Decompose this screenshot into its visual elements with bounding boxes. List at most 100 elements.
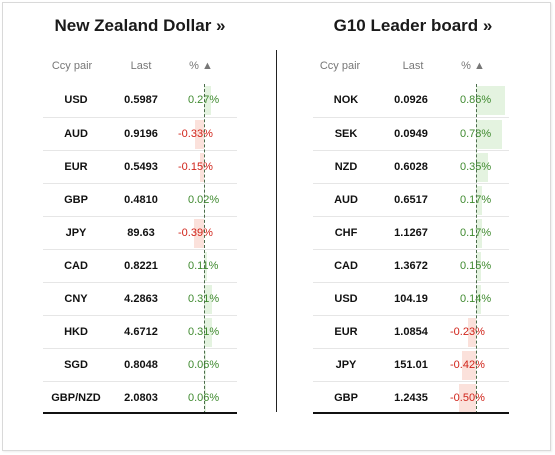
change-bar <box>204 252 207 281</box>
ccy-pair-cell[interactable]: SEK <box>334 128 358 140</box>
table-row[interactable]: SEK 0.0949 0.78% <box>313 117 509 150</box>
last-price-cell: 0.8221 <box>124 260 158 272</box>
last-price-cell: 2.0803 <box>124 392 158 404</box>
ccy-pair-cell[interactable]: EUR <box>334 326 358 338</box>
change-bar <box>204 318 213 347</box>
pct-change-cell: 0.02% <box>188 194 220 206</box>
pct-change-cell: 0.17% <box>460 227 492 239</box>
pct-change-cell: 0.86% <box>460 94 492 106</box>
ccy-pair-cell[interactable]: JPY <box>335 359 357 371</box>
table-row[interactable]: USD 104.19 0.14% <box>313 282 509 315</box>
ccy-pair-cell[interactable]: CAD <box>334 260 358 272</box>
last-price-cell: 104.19 <box>394 293 428 305</box>
change-bar <box>476 285 481 314</box>
table-row[interactable]: CHF 1.1267 0.17% <box>313 216 509 249</box>
ccy-pair-cell[interactable]: HKD <box>64 326 88 338</box>
change-bar <box>476 252 481 281</box>
change-bar <box>195 120 204 149</box>
pct-change-cell: 0.06% <box>188 359 220 371</box>
pct-change-cell: 0.78% <box>460 128 492 140</box>
pct-change-cell: 0.11% <box>188 260 219 272</box>
table-row[interactable]: USD 0.5987 0.27% <box>43 84 237 117</box>
ccy-pair-cell[interactable]: CNY <box>64 293 88 305</box>
table-row[interactable]: SGD 0.8048 0.06% <box>43 348 237 381</box>
ccy-pair-cell[interactable]: GBP/NZD <box>51 392 101 404</box>
change-bar <box>468 318 476 347</box>
table-bottom-rule <box>43 412 237 414</box>
last-price-cell: 0.6028 <box>394 161 428 173</box>
table-row[interactable]: CAD 1.3672 0.15% <box>313 249 509 282</box>
table-row[interactable]: JPY 89.63 -0.39% <box>43 216 237 249</box>
last-price-cell: 4.6712 <box>124 326 158 338</box>
ccy-pair-cell[interactable]: JPY <box>65 227 87 239</box>
last-header[interactable]: Last <box>130 60 152 72</box>
pct-change-cell: 0.31% <box>188 293 220 305</box>
pct-change-cell: 0.17% <box>460 194 492 206</box>
pct-change-cell: 0.35% <box>460 161 492 173</box>
zero-line <box>204 84 205 414</box>
panel-divider <box>276 50 277 412</box>
pct-change-cell: -0.33% <box>178 128 213 140</box>
last-price-cell: 1.0854 <box>394 326 428 338</box>
change-bar <box>476 86 505 115</box>
table-row[interactable]: HKD 4.6712 0.31% <box>43 315 237 348</box>
table-row[interactable]: GBP 1.2435 -0.50% <box>313 381 509 414</box>
table-row[interactable]: NOK 0.0926 0.86% <box>313 84 509 117</box>
table-row[interactable]: EUR 0.5493 -0.15% <box>43 150 237 183</box>
change-bar <box>193 219 204 248</box>
table-row[interactable]: GBP 0.4810 0.02% <box>43 183 237 216</box>
table-row[interactable]: NZD 0.6028 0.35% <box>313 150 509 183</box>
last-price-cell: 151.01 <box>394 359 428 371</box>
table-row[interactable]: JPY 151.01 -0.42% <box>313 348 509 381</box>
pct-sort-header[interactable]: % ▲ <box>189 60 213 72</box>
last-header[interactable]: Last <box>402 60 424 72</box>
change-bar <box>476 219 482 248</box>
ccy-pair-cell[interactable]: GBP <box>64 194 88 206</box>
pct-change-cell: 0.15% <box>460 260 492 272</box>
g10-panel-title[interactable]: G10 Leader board » <box>333 16 493 35</box>
ccy-pair-cell[interactable]: GBP <box>334 392 358 404</box>
table-row[interactable]: AUD 0.9196 -0.33% <box>43 117 237 150</box>
ccy-pair-cell[interactable]: NOK <box>333 94 359 106</box>
nzd-panel-title[interactable]: New Zealand Dollar » <box>54 16 226 35</box>
last-price-cell: 0.5987 <box>124 94 158 106</box>
last-price-cell: 0.5493 <box>124 161 158 173</box>
table-row[interactable]: AUD 0.6517 0.17% <box>313 183 509 216</box>
ccy-pair-cell[interactable]: EUR <box>64 161 88 173</box>
change-bar <box>462 351 476 380</box>
ccy-pair-cell[interactable]: CHF <box>334 227 358 239</box>
change-bar <box>476 186 482 215</box>
change-bar <box>459 384 476 413</box>
pct-change-cell: 0.31% <box>188 326 220 338</box>
ccy-pair-cell[interactable]: NZD <box>334 161 358 173</box>
ccy-pair-cell[interactable]: SGD <box>64 359 88 371</box>
last-price-cell: 89.63 <box>127 227 155 239</box>
table-bottom-rule <box>313 412 509 414</box>
pct-change-cell: -0.42% <box>450 359 485 371</box>
ccy-pair-cell[interactable]: AUD <box>64 128 88 140</box>
change-bar <box>204 86 212 115</box>
change-bar <box>200 153 204 182</box>
ccy-pair-cell[interactable]: CAD <box>64 260 88 272</box>
ccy-pair-cell[interactable]: USD <box>64 94 88 106</box>
change-bar <box>204 285 213 314</box>
pct-change-cell: -0.15% <box>178 161 213 173</box>
last-price-cell: 1.3672 <box>394 260 428 272</box>
table-row[interactable]: GBP/NZD 2.0803 0.06% <box>43 381 237 414</box>
ccy-pair-cell[interactable]: AUD <box>334 194 358 206</box>
ccy-pair-header[interactable]: Ccy pair <box>51 60 93 72</box>
last-price-cell: 1.1267 <box>394 227 428 239</box>
pct-change-cell: 0.06% <box>188 392 220 404</box>
last-price-cell: 0.0949 <box>394 128 428 140</box>
pct-change-cell: -0.39% <box>178 227 213 239</box>
last-price-cell: 1.2435 <box>394 392 428 404</box>
last-price-cell: 4.2863 <box>124 293 158 305</box>
table-row[interactable]: EUR 1.0854 -0.23% <box>313 315 509 348</box>
ccy-pair-header[interactable]: Ccy pair <box>319 60 361 72</box>
table-row[interactable]: CNY 4.2863 0.31% <box>43 282 237 315</box>
last-price-cell: 0.8048 <box>124 359 158 371</box>
pct-change-cell: 0.14% <box>460 293 492 305</box>
table-row[interactable]: CAD 0.8221 0.11% <box>43 249 237 282</box>
pct-sort-header[interactable]: % ▲ <box>461 60 485 72</box>
ccy-pair-cell[interactable]: USD <box>334 293 358 305</box>
